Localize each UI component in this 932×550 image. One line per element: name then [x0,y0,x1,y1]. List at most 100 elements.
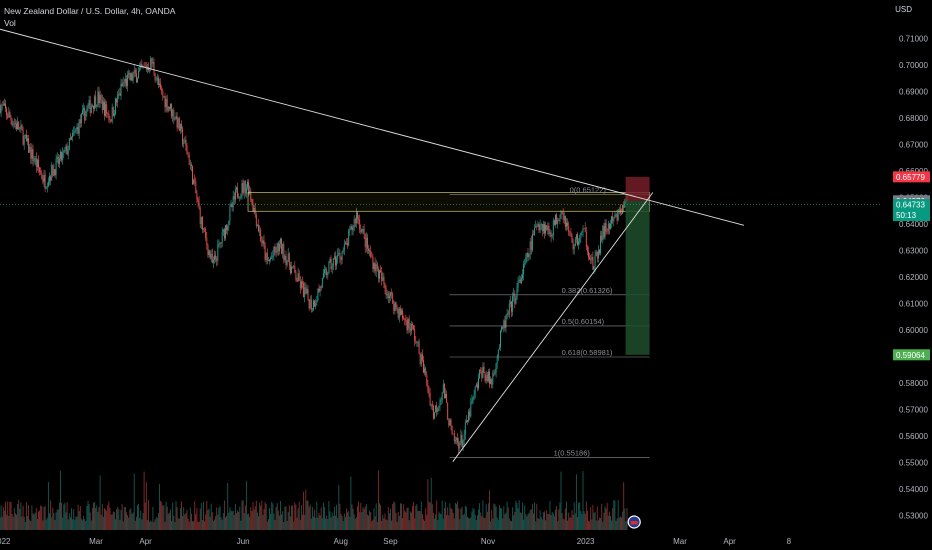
candle-body [299,280,301,289]
volume-bars [0,470,628,530]
volume-bar [482,500,484,530]
candle-body [615,214,617,216]
candle-body [222,229,224,232]
volume-bar [478,509,479,530]
volume-bar [534,502,536,530]
volume-bar [624,508,626,530]
candle-body [505,315,507,328]
volume-bar [467,516,468,530]
candle-body [171,103,173,117]
candle-body [403,318,405,320]
candle-body [85,111,87,121]
candle-body [95,96,97,107]
volume-bar [556,506,558,530]
volume-bar [100,514,102,530]
candle-body [250,190,252,200]
candle-body [36,159,38,167]
volume-bar [23,516,25,530]
x-axis-tick-label: Jun [237,537,250,546]
candle-body [524,263,526,265]
volume-bar [517,508,519,530]
candle-body [152,62,154,64]
candle-body [209,250,211,259]
candle-body [193,179,195,185]
candle-body [61,151,63,161]
candle-body [210,253,212,259]
volume-bar [336,504,338,530]
volume-bar [95,507,97,530]
candle-body [75,129,77,131]
volume-bar [2,506,4,530]
volume-bar [611,520,613,530]
volume-bar [303,491,305,530]
volume-bar [434,518,435,530]
candle-body [167,106,169,111]
candle-body [397,309,399,318]
candle-body [33,160,35,162]
volume-bar [77,504,79,530]
volume-bar [212,521,214,530]
candle-body [390,292,391,296]
candle-body [179,124,181,132]
candle-body [252,203,254,212]
volume-bar [329,511,331,530]
volume-bar [53,512,55,530]
volume-bar [618,517,620,530]
volume-bar [452,512,454,530]
volume-bar [604,506,606,530]
volume-bar [588,521,589,530]
volume-bar [116,509,118,530]
candle-body [330,258,332,270]
candle-body [509,301,511,304]
candle-body [348,231,350,246]
candle-body [377,268,379,279]
candle-body [6,108,8,115]
volume-bar [197,521,199,530]
volume-bar [69,517,71,530]
candle-body [364,233,366,248]
volume-bar [374,516,376,530]
y-axis-tick-label: 0.63000 [899,247,928,256]
candle-body [228,220,230,226]
candle-body [111,107,113,122]
candle-body [195,180,197,194]
candle-body [120,83,122,96]
volume-bar [619,516,621,530]
volume-bar [339,503,341,530]
volume-bar [483,517,485,530]
volume-indicator-label[interactable]: Vol [4,18,16,28]
volume-bar [49,513,50,530]
candle-body [561,212,563,214]
candle-body [27,138,28,142]
volume-bar [421,514,423,530]
volume-bar [209,516,211,530]
candle-body [261,240,263,244]
volume-bar [210,503,212,530]
candle-body [357,212,358,219]
candle-body [600,235,602,254]
volume-bar [547,513,549,530]
volume-bar [331,512,333,530]
volume-bar [8,515,10,530]
candle-body [117,93,119,103]
candle-body [442,383,444,393]
candle-body [2,104,4,106]
volume-bar [395,512,397,530]
candle-body [522,274,523,279]
y-axis-tick-label: 0.55000 [899,459,928,468]
candle-body [399,308,401,315]
fib-level-label: 1(0.55186) [554,449,591,458]
candle-body [43,174,45,182]
volume-bar [278,515,280,530]
candle-body [365,237,367,248]
candle-body [206,237,208,246]
candle-body [162,90,164,97]
candle-body [331,266,333,270]
symbol-title[interactable]: New Zealand Dollar / U.S. Dollar, 4h, OA… [4,6,176,16]
volume-bar [47,481,49,530]
candle-body [489,371,490,384]
volume-bar [27,516,28,530]
volume-bar [244,505,246,530]
candle-body [123,82,125,83]
